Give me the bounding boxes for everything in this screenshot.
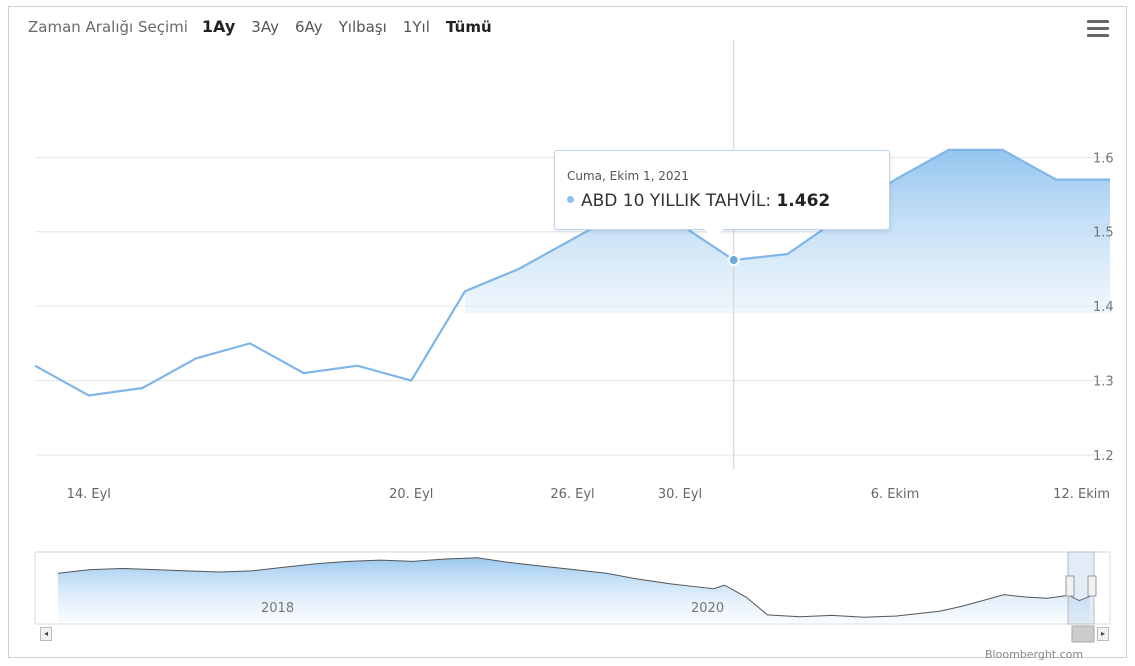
navigator-year-label: 2018 (261, 601, 294, 616)
navigator[interactable]: 2018 2020 (34, 551, 1111, 643)
range-selector: Zaman Aralığı Seçimi 1Ay 3Ay 6Ay Yılbaşı… (28, 17, 508, 36)
crosshair-layer (727, 40, 740, 470)
range-button-6ay[interactable]: 6Ay (294, 18, 323, 36)
x-tick-label: 6. Ekim (871, 487, 920, 502)
x-tick-label: 30. Eyl (658, 487, 702, 502)
y-tick-label: 1.5 (1093, 226, 1114, 241)
navigator-year-label: 2020 (691, 601, 724, 616)
chart-frame (8, 6, 1127, 658)
highlight-point (727, 254, 740, 267)
navigator-area (58, 557, 1090, 622)
x-tick-label: 20. Eyl (389, 487, 433, 502)
y-tick-label: 1.4 (1093, 300, 1114, 315)
tooltip-row: ABD 10 YILLIK TAHVİL: 1.462 (567, 191, 830, 211)
navigator-scroll-left-button[interactable]: ◂ (40, 627, 52, 641)
y-tick-label: 1.2 (1093, 449, 1114, 464)
y-tick-label: 1.3 (1093, 375, 1114, 390)
range-button-tumu[interactable]: Tümü (445, 18, 492, 36)
x-tick-label: 26. Eyl (550, 487, 594, 502)
x-tick-label: 14. Eyl (67, 487, 111, 502)
navigator-scrollbar-thumb (1071, 625, 1095, 643)
range-button-1yil[interactable]: 1Yıl (402, 18, 430, 36)
area-layer (465, 149, 1110, 314)
range-button-1ay[interactable]: 1Ay (201, 17, 236, 36)
tooltip-arrow (704, 229, 724, 239)
tooltip-series-label: ABD 10 YILLIK TAHVİL: (581, 191, 772, 211)
range-button-3ay[interactable]: 3Ay (251, 18, 279, 36)
y-axis-ticks: 1.2 1.3 1.4 1.5 1.6 (1093, 151, 1114, 464)
x-tick-label: 12. Ekim (1053, 487, 1110, 502)
navigator-handle-right (1087, 575, 1097, 597)
range-button-yilbasi[interactable]: Yılbaşı (338, 18, 387, 36)
navigator-scroll-right-button[interactable]: ▸ (1097, 627, 1109, 641)
tooltip: Cuma, Ekim 1, 2021 ABD 10 YILLIK TAHVİL:… (554, 150, 890, 230)
series-dot-icon (567, 195, 574, 203)
y-tick-label: 1.6 (1093, 151, 1114, 166)
navigator-handle-left (1065, 575, 1075, 597)
tooltip-value: 1.462 (776, 191, 831, 211)
line-layer (34, 148, 1110, 397)
series-line (34, 148, 1110, 397)
navigator-line (57, 557, 1091, 618)
credit-text: Bloomberght.com (985, 648, 1084, 661)
series-area (465, 149, 1110, 314)
tooltip-date: Cuma, Ekim 1, 2021 (567, 169, 689, 183)
x-axis-ticks: 14. Eyl 20. Eyl 26. Eyl 30. Eyl 6. Ekim 12. E… (67, 487, 1110, 502)
hamburger-menu-icon[interactable] (1087, 20, 1109, 38)
range-selector-label: Zaman Aralığı Seçimi (28, 18, 188, 36)
